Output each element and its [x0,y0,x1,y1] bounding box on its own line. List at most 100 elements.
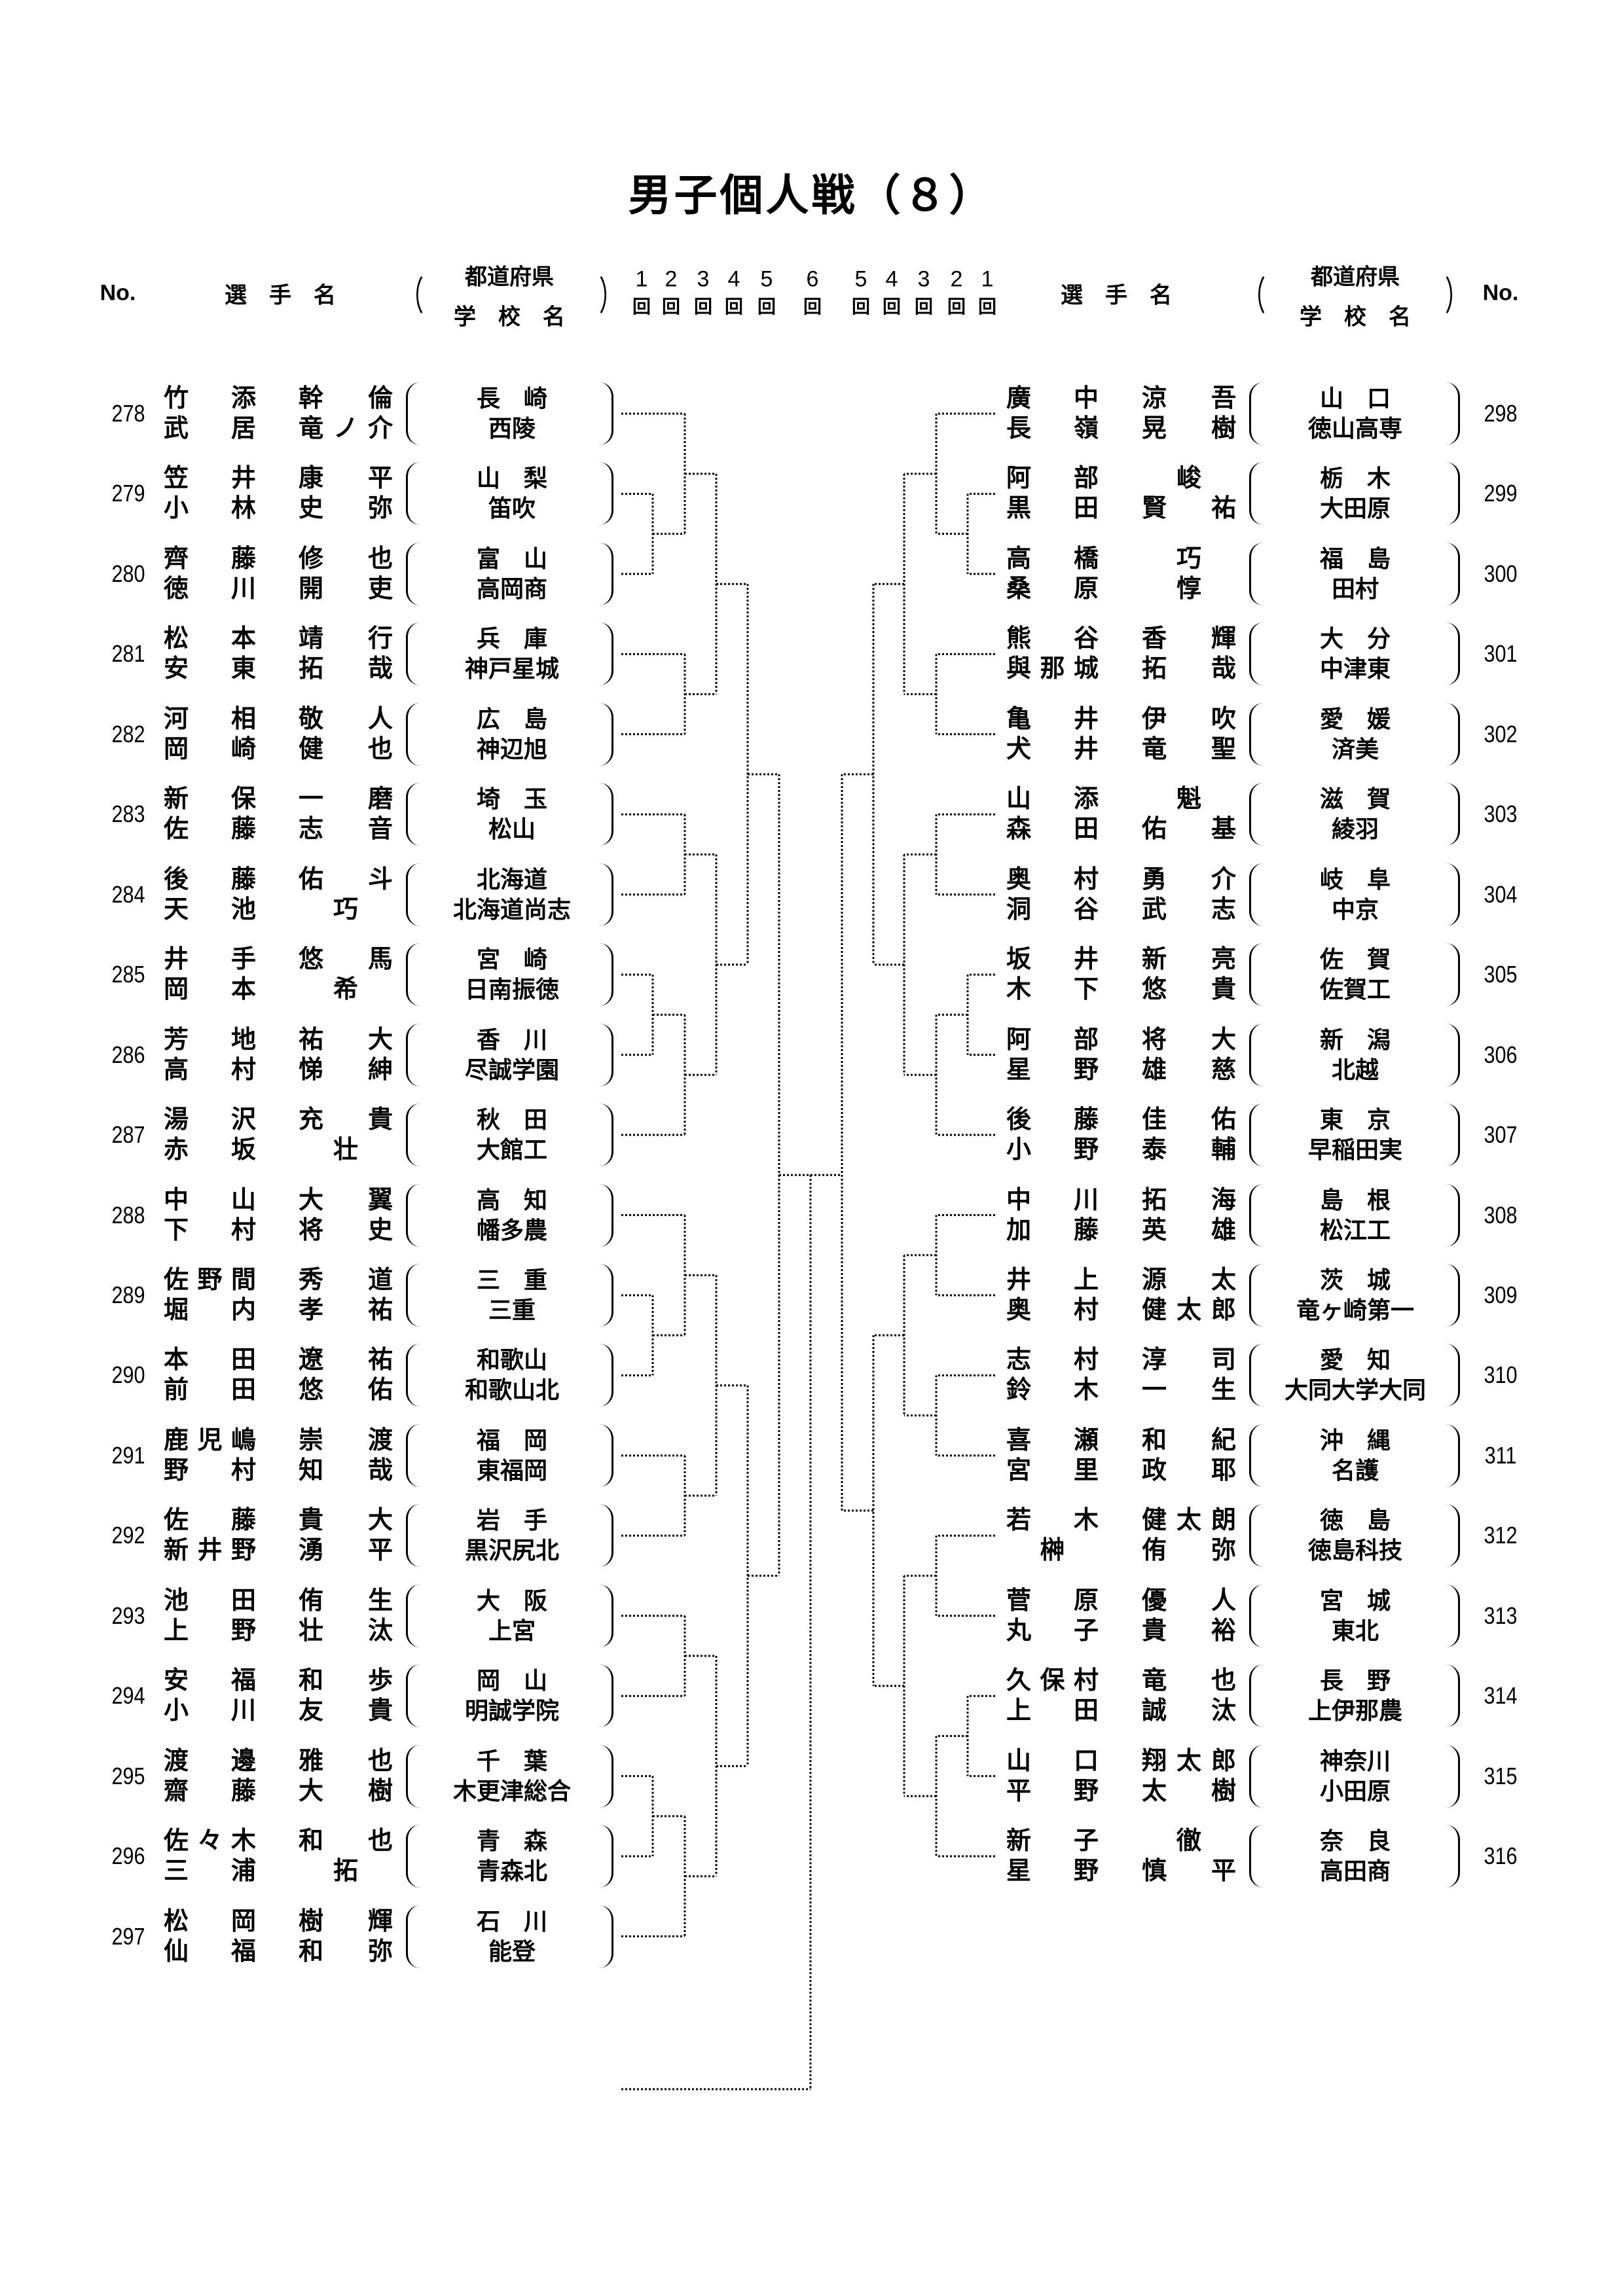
entry-number: 302 [1484,720,1518,747]
round-unit: 回 [693,296,713,317]
player-given-name: 開吏 [299,575,393,603]
player-family-name: 長嶺 [1006,415,1099,442]
bracket-paren-open [406,1023,422,1086]
bracket-paren-close [1444,863,1460,926]
player-family-name: 鹿児嶋 [164,1426,256,1454]
player-family-name: 丸子 [1006,1617,1099,1645]
school-name: 尽誠学園 [464,1056,560,1083]
player-given-name: 侑弥 [1142,1537,1236,1565]
player-family-name: 竹添 [164,385,256,412]
bracket-paren-open [1249,1424,1266,1487]
entry-number: 299 [1484,480,1518,507]
entry-number: 297 [111,1922,145,1950]
entry-number: 284 [111,880,145,908]
player-given-name: 将史 [299,1216,393,1244]
player-family-name: 徳川 [164,575,256,603]
header-prefecture-left: 都道府県 [465,264,554,290]
player-family-name: 山添 [1006,785,1099,814]
bracket-paren-open [406,622,422,686]
player-given-name: 巧 [1176,545,1201,573]
player-given-name: 幹倫 [299,385,393,412]
prefecture-name: 徳 島 [1319,1507,1391,1534]
bracket-paren-close [597,1023,613,1086]
bracket-paren-close [1444,702,1460,766]
round-unit: 回 [882,296,902,317]
player-family-name: 後藤 [164,865,256,893]
player-family-name: 天池 [164,895,256,924]
bracket-paren-close [597,1584,613,1647]
round-number: 5 [854,266,867,292]
entry-number: 301 [1484,640,1518,668]
school-name: 三重 [488,1296,536,1323]
bracket-paren-close [1444,462,1460,526]
bracket-paren-open [406,1504,422,1568]
player-given-name: 充貴 [299,1106,393,1134]
player-family-name: 新子 [1006,1827,1099,1856]
bracket-paren-close [597,1825,613,1888]
player-family-name: 廣中 [1006,385,1099,412]
bracket-paren-close [1444,943,1460,1007]
entry-number: 289 [111,1281,145,1308]
player-family-name: 野村 [164,1456,256,1484]
header-no-left: No. [100,280,136,306]
prefecture-name: 三 重 [476,1266,548,1293]
header-prefecture-right: 都道府県 [1311,264,1400,290]
entry-number: 298 [1484,400,1518,427]
header-no-right: No. [1482,280,1519,306]
bracket-paren-close [597,382,613,445]
player-family-name: 小川 [164,1697,256,1725]
bracket-paren-close [597,542,613,605]
player-family-name: 新保 [164,785,256,814]
entry-number: 296 [111,1842,145,1870]
player-given-name: 源太 [1142,1266,1236,1294]
player-given-name: 新亮 [1142,946,1236,974]
player-given-name: 慎平 [1142,1857,1236,1886]
school-name: 神戸星城 [464,655,560,683]
player-given-name: 誠汰 [1142,1697,1236,1725]
bracket-paren-open [406,1744,422,1808]
round-unit: 回 [914,296,934,317]
player-family-name: 森田 [1006,816,1099,844]
prefecture-name: 岩 手 [476,1507,548,1534]
player-given-name: 政耶 [1142,1456,1236,1484]
player-given-name: 悠貴 [1142,976,1236,1004]
entry-number: 308 [1484,1201,1518,1229]
prefecture-name: 青 森 [476,1827,548,1855]
entry-number: 288 [111,1201,145,1229]
player-given-name: 和紀 [1142,1426,1236,1454]
prefecture-name: 埼 玉 [476,785,548,813]
prefecture-name: 山 梨 [476,465,548,492]
player-family-name: 新井野 [164,1537,256,1565]
player-given-name: 靖行 [299,625,393,653]
bracket-paren-close [597,1664,613,1728]
player-given-name: 優人 [1142,1587,1236,1615]
round-number-final: 6 [806,266,819,292]
bracket-paren-open [1249,622,1266,686]
player-given-name: 雄慈 [1142,1056,1236,1084]
school-name: 神辺旭 [476,735,548,762]
player-given-name: 翔太郎 [1142,1747,1236,1775]
page-title: 男子個人戦（８） [628,171,995,219]
player-family-name: 平野 [1006,1777,1099,1805]
round-number: 4 [727,266,740,292]
bracket-paren-open [1249,1344,1266,1407]
school-name: 青森北 [476,1857,548,1885]
round-number: 1 [981,266,994,292]
round-number: 2 [950,266,963,292]
bracket-paren-open [1249,702,1266,766]
prefecture-name: 島 根 [1319,1186,1391,1213]
player-family-name: 松本 [164,625,256,653]
prefecture-name: 東 京 [1319,1106,1391,1134]
bracket-paren-close [1444,1183,1460,1247]
player-given-name: 健也 [299,735,393,763]
player-given-name: 大翼 [299,1186,393,1214]
player-given-name: 悠佑 [299,1376,393,1405]
player-family-name: 加藤 [1006,1216,1099,1244]
school-name: 済美 [1331,735,1379,762]
player-family-name: 星野 [1006,1857,1099,1886]
player-family-name: 小野 [1006,1136,1099,1164]
bracket-paren-open [406,1584,422,1647]
player-given-name: 悠馬 [299,946,393,974]
entry-number: 295 [111,1762,145,1789]
